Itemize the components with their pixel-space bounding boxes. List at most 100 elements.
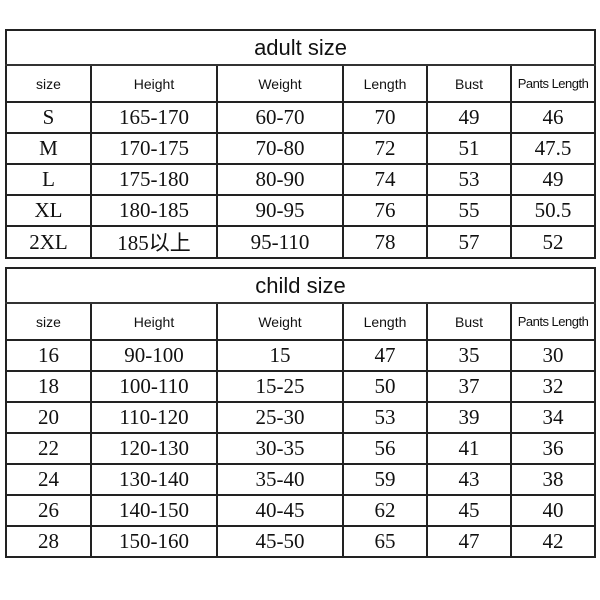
table-cell: 180-185 [90, 194, 218, 227]
table-cell: 34 [509, 401, 597, 434]
table-cell: 15-25 [216, 370, 344, 403]
table-cell: 24 [5, 463, 92, 496]
header-row: size Height Weight Length Bust Pants Length [5, 64, 597, 103]
table-cell: 25-30 [216, 401, 344, 434]
table-cell: 41 [426, 432, 512, 465]
table-cell: 56 [342, 432, 428, 465]
table-cell: 28 [5, 525, 92, 558]
table-cell: 185以上 [90, 225, 218, 259]
table-cell: 47.5 [509, 132, 597, 165]
table-row: L 175-180 80-90 74 53 49 [5, 163, 597, 196]
column-header: Length [342, 64, 428, 103]
table-cell: 70-80 [216, 132, 344, 165]
table-cell: 35 [426, 339, 512, 372]
table-row: 26 140-150 40-45 62 45 40 [5, 494, 597, 527]
table-cell: 37 [426, 370, 512, 403]
child-table-title: child size [4, 267, 597, 304]
table-row: S 165-170 60-70 70 49 46 [5, 101, 597, 134]
table-cell: 170-175 [90, 132, 218, 165]
table-cell: 65 [342, 525, 428, 558]
table-cell: 175-180 [90, 163, 218, 196]
table-cell: 49 [509, 163, 597, 196]
table-cell: 45-50 [216, 525, 344, 558]
table-cell: 72 [342, 132, 428, 165]
table-cell: 26 [5, 494, 92, 527]
column-header: Bust [426, 302, 512, 341]
header-row: size Height Weight Length Bust Pants Length [5, 302, 597, 341]
table-cell: 51 [426, 132, 512, 165]
table-row: 18 100-110 15-25 50 37 32 [5, 370, 597, 403]
table-cell: 100-110 [90, 370, 218, 403]
table-cell: 57 [426, 225, 512, 259]
column-header: Pants Length [509, 64, 597, 103]
table-cell: 70 [342, 101, 428, 134]
table-cell: 40-45 [216, 494, 344, 527]
adult-table-title: adult size [4, 29, 597, 66]
child-title-row: child size [4, 267, 597, 304]
table-row: 2XL 185以上 95-110 78 57 52 [5, 225, 597, 259]
column-header: Weight [216, 302, 344, 341]
table-cell: 110-120 [90, 401, 218, 434]
table-cell: 150-160 [90, 525, 218, 558]
table-row: 22 120-130 30-35 56 41 36 [5, 432, 597, 465]
table-row: XL 180-185 90-95 76 55 50.5 [5, 194, 597, 227]
child-size-table: child size size Height Weight Length Bust Pant… [4, 267, 597, 558]
table-cell: 55 [426, 194, 512, 227]
table-cell: 90-95 [216, 194, 344, 227]
table-cell: 95-110 [216, 225, 344, 259]
column-header: Length [342, 302, 428, 341]
table-cell: M [5, 132, 92, 165]
table-cell: 35-40 [216, 463, 344, 496]
table-cell: 39 [426, 401, 512, 434]
table-cell: 45 [426, 494, 512, 527]
table-cell: 52 [509, 225, 597, 259]
table-cell: L [5, 163, 92, 196]
table-cell: 46 [509, 101, 597, 134]
table-cell: 18 [5, 370, 92, 403]
table-cell: 120-130 [90, 432, 218, 465]
table-cell: 78 [342, 225, 428, 259]
column-header: Height [90, 64, 218, 103]
table-cell: 53 [426, 163, 512, 196]
table-cell: 47 [426, 525, 512, 558]
table-cell: 20 [5, 401, 92, 434]
table-cell: 40 [509, 494, 597, 527]
table-cell: 76 [342, 194, 428, 227]
column-header: Weight [216, 64, 344, 103]
table-cell: 130-140 [90, 463, 218, 496]
table-row: 24 130-140 35-40 59 43 38 [5, 463, 597, 496]
table-cell: 47 [342, 339, 428, 372]
table-cell: 38 [509, 463, 597, 496]
table-cell: 80-90 [216, 163, 344, 196]
table-cell: 43 [426, 463, 512, 496]
table-cell: 60-70 [216, 101, 344, 134]
column-header: Height [90, 302, 218, 341]
table-cell: 49 [426, 101, 512, 134]
table-row: M 170-175 70-80 72 51 47.5 [5, 132, 597, 165]
table-cell: 22 [5, 432, 92, 465]
column-header: Pants Length [509, 302, 597, 341]
table-row: 28 150-160 45-50 65 47 42 [5, 525, 597, 558]
table-cell: 140-150 [90, 494, 218, 527]
table-cell: 30-35 [216, 432, 344, 465]
table-cell: 32 [509, 370, 597, 403]
table-cell: 50 [342, 370, 428, 403]
table-cell: 16 [5, 339, 92, 372]
table-cell: 36 [509, 432, 597, 465]
table-cell: 53 [342, 401, 428, 434]
table-cell: 42 [509, 525, 597, 558]
table-cell: 74 [342, 163, 428, 196]
column-header: size [5, 64, 92, 103]
table-cell: 15 [216, 339, 344, 372]
table-cell: XL [5, 194, 92, 227]
table-row: 20 110-120 25-30 53 39 34 [5, 401, 597, 434]
table-cell: 62 [342, 494, 428, 527]
table-cell: 2XL [5, 225, 92, 259]
column-header: Bust [426, 64, 512, 103]
table-cell: 59 [342, 463, 428, 496]
adult-title-row: adult size [4, 29, 597, 66]
table-cell: 165-170 [90, 101, 218, 134]
table-cell: 30 [509, 339, 597, 372]
adult-size-table: adult size size Height Weight Length Bust Pant… [4, 29, 597, 259]
table-row: 16 90-100 15 47 35 30 [5, 339, 597, 372]
